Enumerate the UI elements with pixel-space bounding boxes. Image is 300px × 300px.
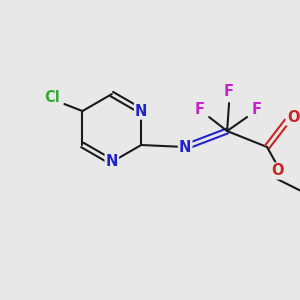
Text: N: N <box>179 140 191 154</box>
Text: O: O <box>271 164 283 178</box>
Text: F: F <box>252 102 262 117</box>
Text: Cl: Cl <box>45 90 60 105</box>
Text: F: F <box>194 102 204 117</box>
Text: F: F <box>224 84 234 99</box>
Text: N: N <box>106 154 118 169</box>
Text: N: N <box>135 103 147 118</box>
Text: O: O <box>287 110 299 124</box>
